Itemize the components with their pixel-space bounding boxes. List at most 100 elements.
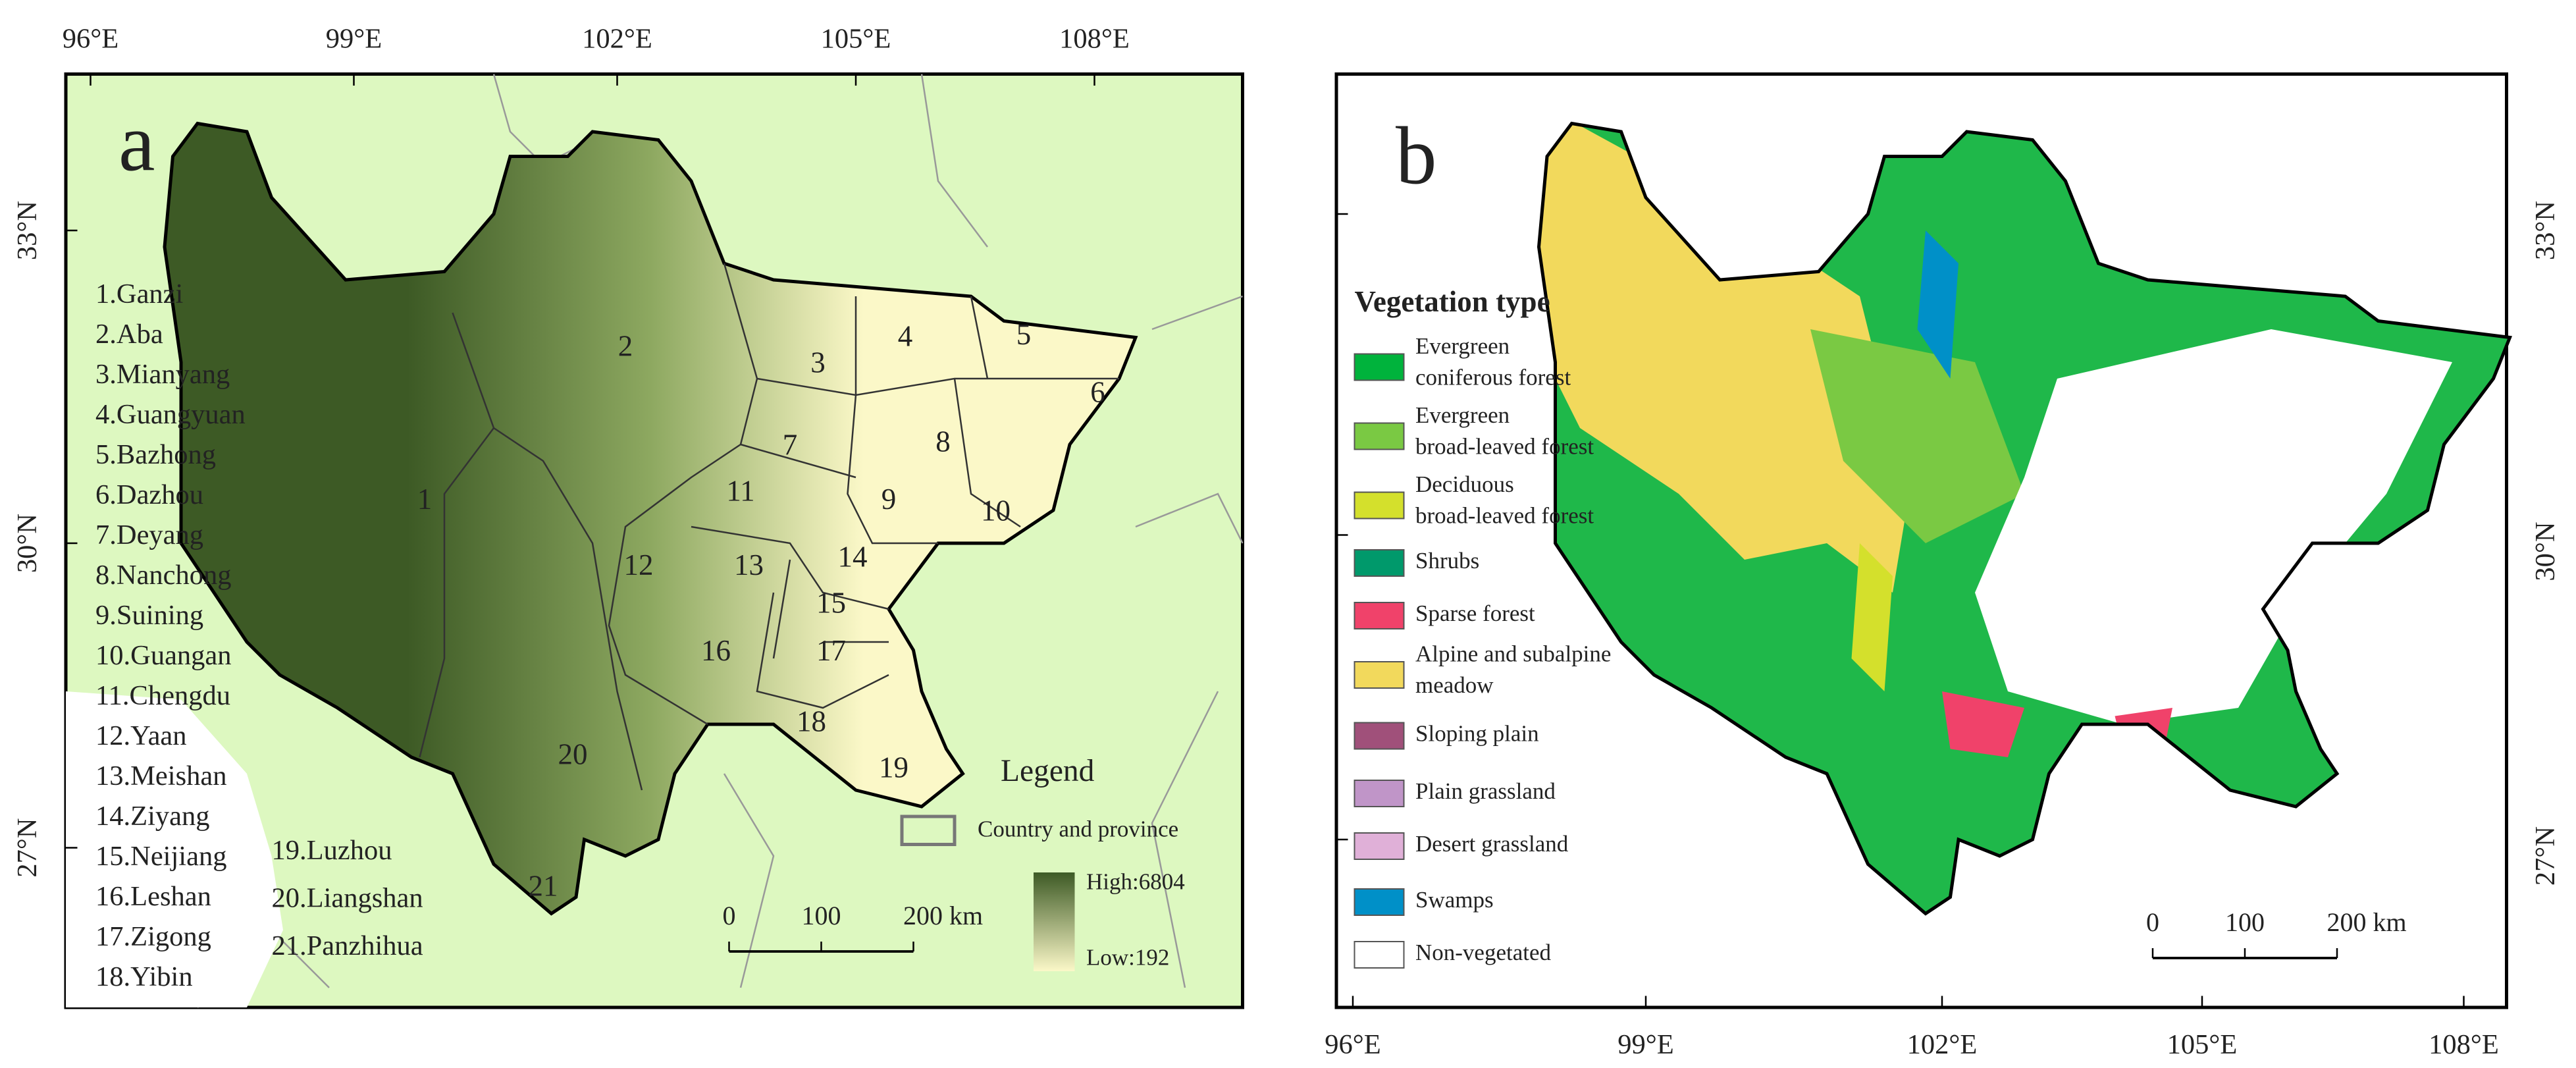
region-number: 2 bbox=[618, 329, 633, 362]
legend-swatch bbox=[1354, 422, 1405, 450]
legend-label: Swamps bbox=[1415, 887, 1494, 913]
legend-label: Low:192 bbox=[1086, 945, 1169, 971]
scale-label: 100 bbox=[2225, 907, 2265, 937]
region-list-item: 21.Panzhihua bbox=[272, 930, 423, 961]
legend-label: broad-leaved forest bbox=[1415, 433, 1594, 459]
x-tick-label: 96°E bbox=[63, 23, 118, 54]
region-number: 8 bbox=[935, 425, 951, 458]
region-list-item: 13.Meishan bbox=[95, 761, 227, 791]
panel-label: a bbox=[118, 98, 155, 189]
x-tick-label: 108°E bbox=[1059, 23, 1130, 54]
region-number: 7 bbox=[783, 428, 798, 461]
region-list-item: 12.Yaan bbox=[95, 720, 187, 751]
x-tick-label: 108°E bbox=[2429, 1029, 2499, 1060]
legend-swatch bbox=[1354, 549, 1405, 577]
region-number: 5 bbox=[1016, 318, 1032, 351]
region-number: 1 bbox=[417, 483, 433, 516]
sichuan-elevation bbox=[163, 121, 1138, 916]
region-list-item: 15.Neijiang bbox=[95, 841, 226, 872]
legend-label: coniferous forest bbox=[1415, 364, 1571, 390]
legend-swatch bbox=[1354, 941, 1405, 969]
region-list-item: 10.Guangan bbox=[95, 640, 232, 671]
region-list-item: 1.Ganzi bbox=[95, 279, 183, 309]
y-tick-label: 30°N bbox=[2530, 521, 2561, 581]
legend-label: Non-vegetated bbox=[1415, 940, 1552, 965]
region-list-item: 17.Zigong bbox=[95, 921, 211, 952]
legend-swatch bbox=[1354, 780, 1405, 808]
elevation-colorbar bbox=[1034, 872, 1075, 971]
region-number: 16 bbox=[701, 634, 731, 667]
region-number: 21 bbox=[529, 869, 558, 902]
legend-label: Deciduous bbox=[1415, 471, 1514, 497]
scale-label: 100 bbox=[802, 901, 841, 930]
scale-label: 200 km bbox=[2326, 907, 2406, 937]
region-number: 15 bbox=[816, 586, 846, 619]
y-tick-label: 33°N bbox=[12, 201, 43, 260]
legend-label: Evergreen bbox=[1415, 333, 1510, 359]
region-number: 4 bbox=[898, 319, 913, 352]
scale-label: 200 km bbox=[903, 901, 983, 930]
legend-label: Desert grassland bbox=[1415, 831, 1569, 857]
legend-title: Vegetation type bbox=[1355, 285, 1550, 318]
legend-label: High:6804 bbox=[1086, 869, 1185, 895]
region-list-item: 8.Nanchong bbox=[95, 560, 232, 591]
region-list-item: 20.Liangshan bbox=[272, 882, 423, 913]
legend-label: meadow bbox=[1415, 672, 1494, 698]
legend-swatch bbox=[900, 814, 957, 847]
region-list-item: 5.Bazhong bbox=[95, 439, 216, 470]
outside-boundaries bbox=[197, 74, 1244, 1008]
region-number: 6 bbox=[1090, 375, 1105, 408]
y-tick-label: 33°N bbox=[2530, 201, 2561, 260]
sichuan-outline bbox=[1537, 121, 2513, 916]
legend-label: Alpine and subalpine bbox=[1415, 641, 1611, 666]
legend-swatch bbox=[1354, 832, 1405, 861]
region-list-item: 9.Suining bbox=[95, 600, 203, 631]
region-list-item: 14.Ziyang bbox=[95, 801, 210, 832]
panel-label: b bbox=[1396, 111, 1437, 202]
region-number: 20 bbox=[558, 737, 588, 770]
legend-swatch bbox=[1354, 602, 1405, 630]
x-tick-label: 102°E bbox=[1907, 1029, 1978, 1060]
region-number: 19 bbox=[879, 751, 908, 784]
legend-label: Evergreen bbox=[1415, 402, 1510, 428]
region-list-item: 7.Deyang bbox=[95, 520, 203, 550]
x-tick-label: 99°E bbox=[326, 23, 382, 54]
x-tick-label: 102°E bbox=[582, 23, 652, 54]
region-number: 18 bbox=[797, 705, 826, 737]
region-list-item: 3.Mianyang bbox=[95, 359, 230, 390]
scale-label: 0 bbox=[2146, 907, 2159, 937]
x-tick-label: 96°E bbox=[1325, 1029, 1380, 1060]
legend-label: Sloping plain bbox=[1415, 721, 1539, 747]
region-list-item: 18.Yibin bbox=[95, 961, 193, 992]
legend-title: Legend bbox=[1001, 754, 1095, 788]
legend-swatch bbox=[1354, 491, 1405, 520]
legend-label: Shrubs bbox=[1415, 548, 1479, 574]
x-tick-label: 99°E bbox=[1617, 1029, 1673, 1060]
region-list-item: 4.Guangyuan bbox=[95, 399, 246, 430]
region-number: 17 bbox=[816, 634, 846, 667]
x-tick-label: 105°E bbox=[2167, 1029, 2238, 1060]
region-number: 9 bbox=[881, 483, 897, 516]
prefecture-boundaries bbox=[419, 263, 1120, 791]
region-list-item: 2.Aba bbox=[95, 319, 163, 350]
y-tick-label: 27°N bbox=[2530, 826, 2561, 886]
region-number: 13 bbox=[734, 548, 764, 581]
legend-label: broad-leaved forest bbox=[1415, 502, 1594, 528]
region-number: 10 bbox=[981, 494, 1011, 527]
region-list-item: 16.Leshan bbox=[95, 881, 211, 912]
legend-label: Plain grassland bbox=[1415, 778, 1556, 804]
outside-area bbox=[66, 691, 284, 1007]
legend-label: Sparse forest bbox=[1415, 601, 1535, 626]
legend-swatch bbox=[1354, 661, 1405, 689]
scale-label: 0 bbox=[723, 901, 736, 930]
y-tick-label: 30°N bbox=[12, 514, 43, 573]
legend-swatch bbox=[1354, 722, 1405, 750]
region-list-item: 11.Chengdu bbox=[95, 680, 230, 711]
region-number: 14 bbox=[838, 540, 868, 573]
y-tick-label: 27°N bbox=[12, 818, 43, 877]
legend-swatch bbox=[1354, 888, 1405, 917]
region-list-item: 19.Luzhou bbox=[272, 835, 392, 866]
region-number: 3 bbox=[810, 346, 826, 379]
